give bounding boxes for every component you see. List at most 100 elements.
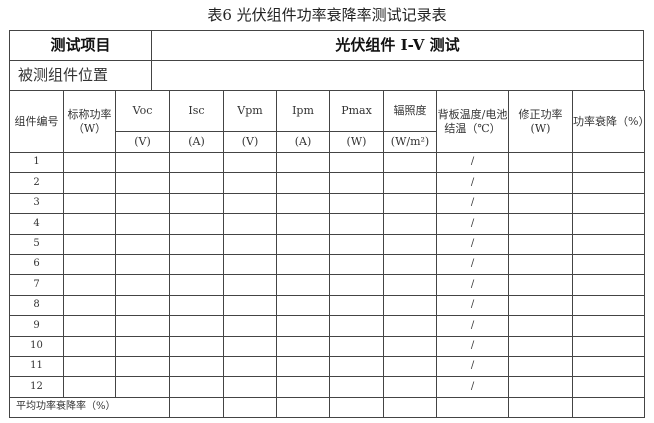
cell[interactable] (329, 396, 384, 419)
cell[interactable] (572, 315, 645, 337)
cell[interactable] (276, 253, 330, 276)
cell[interactable] (508, 315, 573, 337)
cell[interactable] (223, 151, 277, 174)
cell[interactable] (63, 253, 116, 276)
cell[interactable] (572, 253, 645, 276)
cell[interactable] (63, 274, 116, 296)
temperature-cell[interactable]: / (436, 274, 509, 296)
temperature-cell[interactable]: / (436, 376, 509, 398)
temperature-cell[interactable]: / (436, 335, 509, 357)
cell[interactable] (115, 315, 170, 337)
cell[interactable] (572, 151, 645, 174)
cell[interactable] (508, 213, 573, 235)
cell[interactable] (276, 396, 330, 419)
cell[interactable] (572, 192, 645, 215)
temperature-cell[interactable]: / (436, 213, 509, 235)
cell[interactable] (115, 294, 170, 317)
cell[interactable] (508, 274, 573, 296)
cell[interactable] (115, 253, 170, 276)
cell[interactable] (63, 192, 116, 215)
cell[interactable] (383, 213, 437, 235)
cell[interactable] (329, 294, 384, 317)
cell[interactable] (572, 294, 645, 317)
cell[interactable] (223, 213, 277, 235)
cell[interactable] (383, 355, 437, 378)
cell[interactable] (223, 315, 277, 337)
temperature-cell[interactable]: / (436, 253, 509, 276)
cell[interactable] (329, 253, 384, 276)
cell[interactable] (276, 213, 330, 235)
cell[interactable] (508, 172, 573, 194)
temperature-cell[interactable]: / (436, 315, 509, 337)
cell[interactable] (276, 233, 330, 255)
cell[interactable] (383, 294, 437, 317)
cell[interactable] (169, 253, 224, 276)
cell[interactable] (508, 294, 573, 317)
cell[interactable] (572, 376, 645, 398)
cell[interactable] (63, 376, 116, 398)
cell[interactable] (572, 335, 645, 357)
cell[interactable] (508, 376, 573, 398)
cell[interactable] (508, 233, 573, 255)
cell[interactable] (383, 253, 437, 276)
cell[interactable] (276, 151, 330, 174)
cell[interactable] (169, 172, 224, 194)
cell[interactable] (572, 233, 645, 255)
cell[interactable] (572, 355, 645, 378)
cell[interactable] (63, 355, 116, 378)
temperature-cell[interactable]: / (436, 355, 509, 378)
cell[interactable] (115, 172, 170, 194)
cell[interactable] (169, 396, 224, 419)
cell[interactable] (329, 233, 384, 255)
cell[interactable] (572, 172, 645, 194)
cell[interactable] (115, 355, 170, 378)
cell[interactable] (115, 233, 170, 255)
cell[interactable] (115, 274, 170, 296)
cell[interactable] (63, 172, 116, 194)
cell[interactable] (329, 315, 384, 337)
cell[interactable] (276, 335, 330, 357)
cell[interactable] (63, 151, 116, 174)
cell[interactable] (329, 376, 384, 398)
cell[interactable] (383, 315, 437, 337)
cell[interactable] (383, 376, 437, 398)
cell[interactable] (169, 315, 224, 337)
cell[interactable] (223, 192, 277, 215)
cell[interactable] (63, 294, 116, 317)
cell[interactable] (508, 335, 573, 357)
cell[interactable] (572, 396, 645, 419)
cell[interactable] (223, 335, 277, 357)
cell[interactable] (436, 396, 509, 419)
cell[interactable] (115, 213, 170, 235)
cell[interactable] (276, 294, 330, 317)
cell[interactable] (223, 376, 277, 398)
cell[interactable] (329, 335, 384, 357)
module-position-value[interactable] (151, 60, 644, 91)
cell[interactable] (383, 274, 437, 296)
cell[interactable] (223, 274, 277, 296)
cell[interactable] (169, 151, 224, 174)
cell[interactable] (508, 396, 573, 419)
cell[interactable] (329, 213, 384, 235)
cell[interactable] (115, 335, 170, 357)
cell[interactable] (383, 172, 437, 194)
cell[interactable] (63, 233, 116, 255)
cell[interactable] (383, 233, 437, 255)
temperature-cell[interactable]: / (436, 172, 509, 194)
cell[interactable] (276, 172, 330, 194)
cell[interactable] (276, 315, 330, 337)
cell[interactable] (223, 233, 277, 255)
cell[interactable] (169, 294, 224, 317)
cell[interactable] (223, 294, 277, 317)
cell[interactable] (223, 172, 277, 194)
cell[interactable] (63, 315, 116, 337)
temperature-cell[interactable]: / (436, 294, 509, 317)
cell[interactable] (115, 376, 170, 398)
cell[interactable] (508, 355, 573, 378)
cell[interactable] (169, 213, 224, 235)
cell[interactable] (329, 274, 384, 296)
cell[interactable] (329, 355, 384, 378)
cell[interactable] (169, 355, 224, 378)
cell[interactable] (169, 274, 224, 296)
cell[interactable] (383, 151, 437, 174)
